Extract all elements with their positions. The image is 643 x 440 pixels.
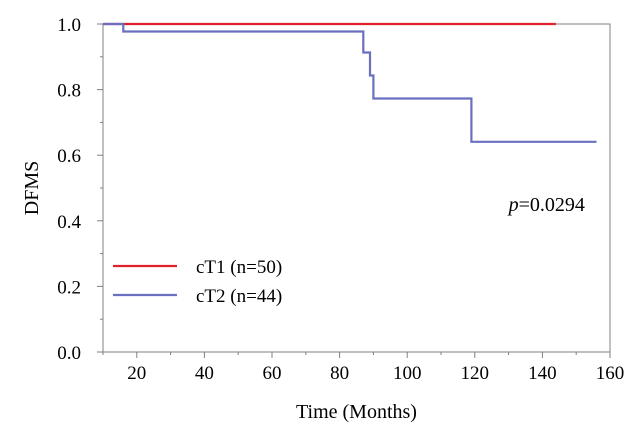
- axes: [102, 23, 611, 353]
- y-tick-label: 0.4: [57, 212, 81, 233]
- legend-label-1: cT1 (n=50): [196, 257, 282, 278]
- x-tick-label: 40: [195, 363, 214, 384]
- x-tick-label: 120: [461, 363, 490, 384]
- legend-label-2: cT2 (n=44): [196, 286, 282, 307]
- y-tick-label: 0.8: [57, 81, 81, 102]
- y-axis-title: DFMS: [21, 161, 43, 215]
- p-value-annotation: p=0.0294: [507, 194, 585, 216]
- series: [103, 22, 597, 143]
- series-line-2: [103, 22, 597, 143]
- y-tick-label: 1.0: [57, 15, 81, 36]
- x-tick-label: 140: [528, 363, 557, 384]
- y-tick-label: 0.6: [57, 146, 81, 167]
- p-value-text: =0.0294: [519, 194, 585, 216]
- y-tick-label: 0.0: [57, 343, 81, 364]
- ticks: 20 40 60 80 100 120 140 160 0.0 0.2 0.4 0.6 0.8 1.0: [57, 15, 624, 384]
- legend: cT1 (n=50) cT2 (n=44): [113, 257, 282, 307]
- x-tick-label: 20: [127, 363, 146, 384]
- x-tick-label: 100: [393, 363, 422, 384]
- plot-frame: [102, 23, 611, 353]
- x-tick-label: 80: [330, 363, 349, 384]
- x-axis-title: Time (Months): [296, 401, 417, 423]
- y-tick-label: 0.2: [57, 277, 81, 298]
- x-tick-label: 160: [596, 363, 625, 384]
- p-value-symbol: p: [507, 194, 519, 216]
- x-tick-label: 60: [263, 363, 282, 384]
